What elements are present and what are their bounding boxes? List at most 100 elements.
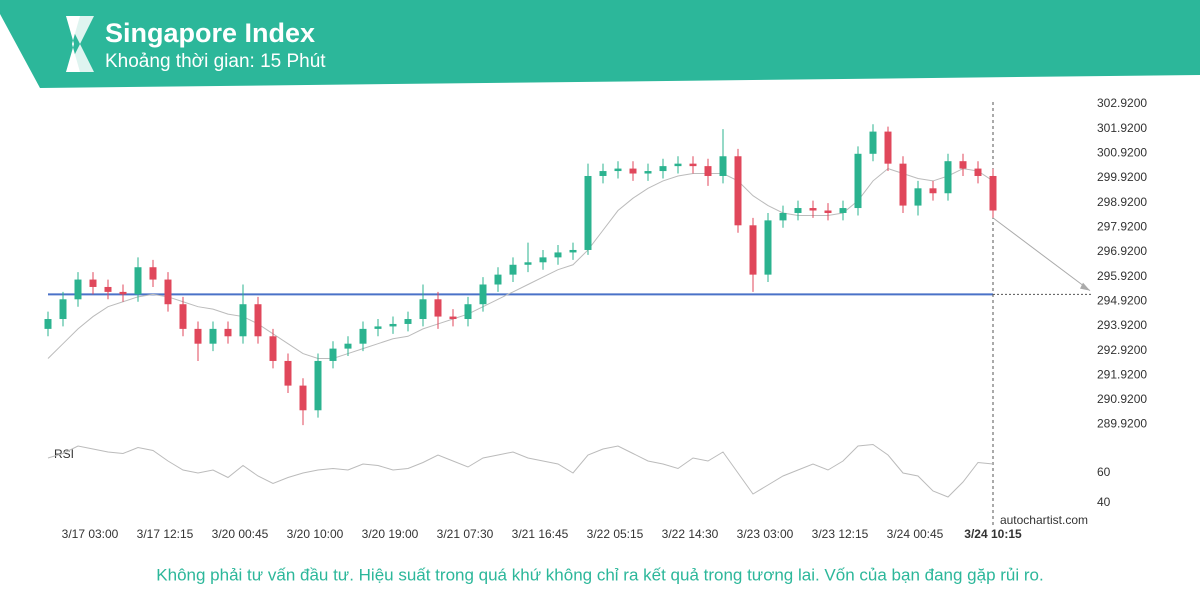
logo-inner bbox=[66, 16, 80, 72]
candle-body bbox=[404, 319, 412, 324]
candle-body bbox=[104, 286, 112, 292]
forecast-line bbox=[992, 217, 1091, 292]
candle-body bbox=[374, 326, 382, 329]
candle-body bbox=[269, 336, 277, 361]
forecast-arrowhead bbox=[1080, 282, 1090, 291]
candle-body bbox=[209, 328, 217, 344]
moving-average bbox=[47, 168, 994, 359]
candle-body bbox=[584, 175, 592, 250]
header-band bbox=[0, 0, 1200, 88]
candle-body bbox=[329, 348, 337, 361]
x-tick-label: 3/17 03:00 bbox=[62, 527, 119, 541]
y-tick-label: 294.9200 bbox=[1097, 293, 1147, 307]
x-tick-label: 3/22 14:30 bbox=[662, 527, 719, 541]
candle-body bbox=[179, 304, 187, 329]
rsi-line bbox=[47, 443, 994, 498]
x-tick-label: 3/20 00:45 bbox=[212, 527, 269, 541]
candle-body bbox=[614, 168, 622, 172]
candle-body bbox=[809, 208, 817, 211]
candle-body bbox=[134, 267, 142, 295]
candle-body bbox=[434, 299, 442, 317]
y-tick-label: 300.9200 bbox=[1097, 145, 1147, 159]
disclaimer: Không phải tư vấn đầu tư. Hiệu suất tron… bbox=[156, 565, 1043, 584]
y-tick-label: 299.9200 bbox=[1097, 170, 1147, 184]
candle-body bbox=[389, 323, 397, 327]
candle-body bbox=[839, 208, 847, 213]
candle-body bbox=[944, 161, 952, 194]
candle-body bbox=[629, 168, 637, 174]
candle-body bbox=[314, 360, 322, 411]
candle-body bbox=[764, 220, 772, 275]
x-tick-label: 3/23 03:00 bbox=[737, 527, 794, 541]
candle-body bbox=[689, 163, 697, 167]
candle-body bbox=[44, 319, 52, 329]
x-tick-label: 3/22 05:15 bbox=[587, 527, 644, 541]
candle-body bbox=[854, 153, 862, 209]
candle-body bbox=[749, 225, 757, 275]
x-tick-label: 3/20 19:00 bbox=[362, 527, 419, 541]
title: Singapore Index bbox=[105, 18, 315, 48]
y-tick-label: 292.9200 bbox=[1097, 343, 1147, 357]
candle-body bbox=[884, 131, 892, 164]
y-tick-label: 289.9200 bbox=[1097, 417, 1147, 431]
candle-body bbox=[959, 161, 967, 169]
candle-body bbox=[449, 316, 457, 320]
candle-body bbox=[704, 166, 712, 176]
candle-body bbox=[599, 171, 607, 176]
candle-body bbox=[899, 163, 907, 206]
candle-body bbox=[779, 212, 787, 221]
x-tick-label: 3/24 00:45 bbox=[887, 527, 944, 541]
candle-body bbox=[869, 131, 877, 154]
rsi-tick-label: 60 bbox=[1097, 465, 1111, 479]
candle-body bbox=[59, 299, 67, 320]
candle-body bbox=[239, 304, 247, 337]
candle-body bbox=[464, 304, 472, 320]
candle-body bbox=[974, 168, 982, 176]
candle-body bbox=[194, 328, 202, 344]
y-tick-label: 290.9200 bbox=[1097, 392, 1147, 406]
candle-body bbox=[74, 279, 82, 300]
candle-body bbox=[719, 156, 727, 176]
candle-body bbox=[254, 304, 262, 337]
candle-body bbox=[509, 264, 517, 275]
y-tick-label: 296.9200 bbox=[1097, 244, 1147, 258]
x-tick-label: 3/20 10:00 bbox=[287, 527, 344, 541]
y-tick-label: 295.9200 bbox=[1097, 269, 1147, 283]
candle-body bbox=[734, 156, 742, 226]
candle-body bbox=[644, 171, 652, 174]
candle-body bbox=[119, 291, 127, 295]
y-tick-label: 291.9200 bbox=[1097, 367, 1147, 381]
watermark: autochartist.com bbox=[1000, 513, 1088, 527]
y-tick-label: 302.9200 bbox=[1097, 96, 1147, 110]
candle-body bbox=[794, 208, 802, 213]
candle-body bbox=[569, 249, 577, 253]
x-tick-label: 3/17 12:15 bbox=[137, 527, 194, 541]
candle-body bbox=[494, 274, 502, 285]
x-tick-label: 3/21 16:45 bbox=[512, 527, 569, 541]
candle-body bbox=[164, 279, 172, 305]
candle-body bbox=[224, 328, 232, 337]
subtitle: Khoảng thời gian: 15 Phút bbox=[105, 51, 326, 72]
y-tick-label: 297.9200 bbox=[1097, 219, 1147, 233]
candle-body bbox=[359, 328, 367, 344]
candle-body bbox=[479, 284, 487, 305]
rsi-tick-label: 40 bbox=[1097, 495, 1111, 509]
candle-body bbox=[989, 175, 997, 211]
y-tick-label: 301.9200 bbox=[1097, 121, 1147, 135]
candle-body bbox=[344, 343, 352, 349]
candle-body bbox=[674, 163, 682, 167]
candle-body bbox=[419, 299, 427, 320]
candle-body bbox=[524, 262, 532, 265]
candle-body bbox=[299, 385, 307, 411]
y-tick-label: 293.9200 bbox=[1097, 318, 1147, 332]
candle-body bbox=[824, 210, 832, 213]
candle-body bbox=[914, 188, 922, 206]
candle-body bbox=[929, 188, 937, 194]
x-tick-label: 3/21 07:30 bbox=[437, 527, 494, 541]
candle-body bbox=[284, 360, 292, 386]
candle-body bbox=[539, 257, 547, 263]
candle-body bbox=[149, 267, 157, 280]
candle-body bbox=[89, 279, 97, 287]
